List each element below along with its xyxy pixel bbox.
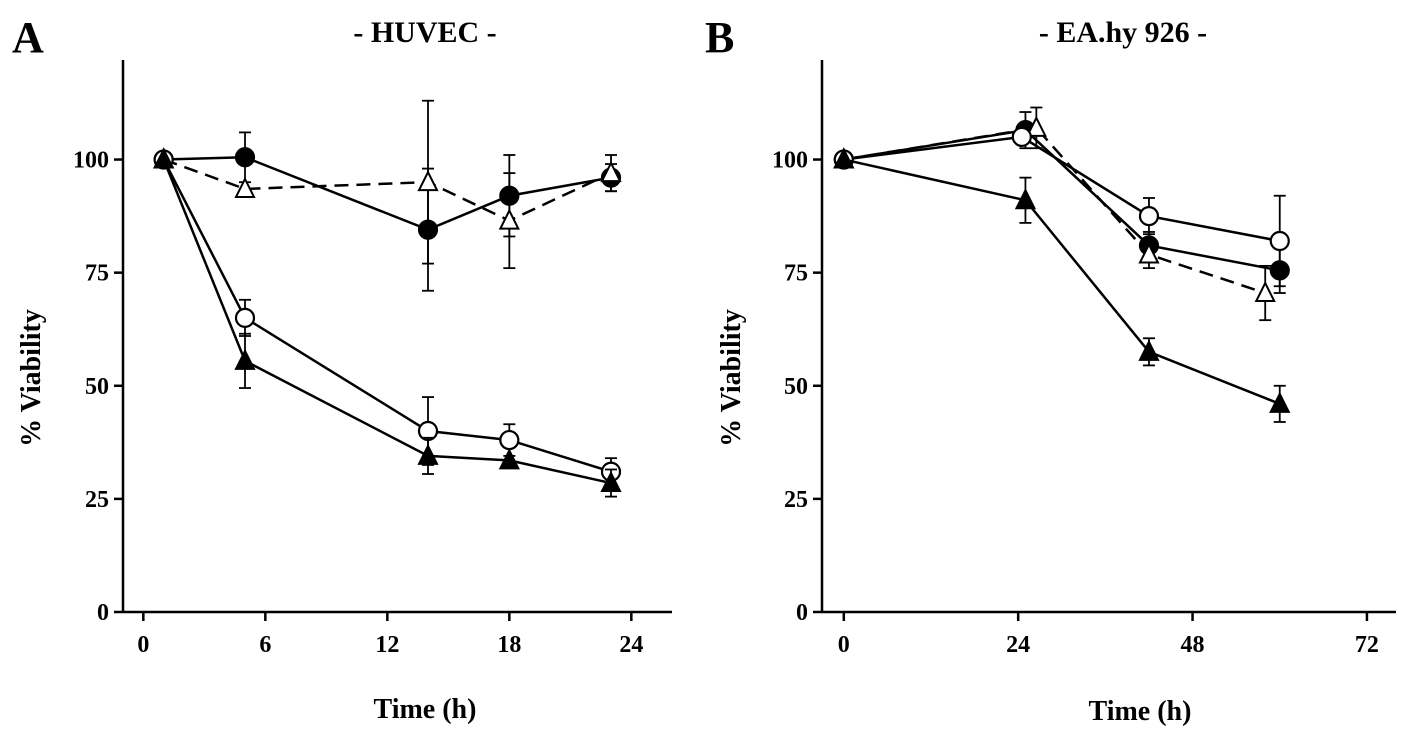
panel-b-series-open-triangle-point xyxy=(1025,115,1047,137)
panel-b: B - EA.hy 926 - Time (h) % Viability 0 24… xyxy=(705,13,1396,727)
panel-a-series-filled-triangle-point xyxy=(417,443,439,465)
panel-b-series-filled-triangle-point xyxy=(1014,188,1037,210)
panel-a-series-open-triangle-point xyxy=(600,160,622,183)
panel-b-series-filled-triangle-point xyxy=(1138,339,1160,361)
panel-b-x-tick-label: 0 xyxy=(838,632,850,658)
panel-a: A - HUVEC - Time (h) % Viability 0 6 12 18 2… xyxy=(12,13,672,725)
panel-a-y-tick-label: 75 xyxy=(85,261,109,287)
panel-a-ylabel: % Viability xyxy=(16,309,47,447)
panel-b-series-open-circle-line xyxy=(843,135,1280,243)
panel-b-y-tick-label: 25 xyxy=(784,487,808,513)
panel-b-plot: 0 24 48 72 0 25 50 75 100 xyxy=(772,60,1396,658)
panel-a-y-tick-label: 50 xyxy=(85,374,109,400)
panel-a-series-open-triangle-point xyxy=(498,208,520,230)
panel-b-series-filled-triangle-line xyxy=(843,158,1281,406)
panel-a-series-filled-triangle-point xyxy=(600,470,622,493)
panel-a-series-filled-circle-line xyxy=(163,156,612,232)
panel-b-series-open-circle-point xyxy=(1011,126,1032,148)
panel-b-title: - EA.hy 926 - xyxy=(1039,16,1207,49)
panel-b-x-tick-label: 72 xyxy=(1355,632,1379,658)
panel-b-series-open-circle-point xyxy=(1269,230,1290,252)
panel-b-xlabel: Time (h) xyxy=(1089,696,1192,727)
panel-b-series-filled-triangle-point xyxy=(833,147,855,169)
panel-a-letter: A xyxy=(12,13,44,62)
panel-a-series-open-circle-point xyxy=(499,429,520,451)
panel-a-series-filled-circle-point xyxy=(234,147,256,168)
panel-b-y-tick-label: 75 xyxy=(784,261,808,287)
panel-b-x-tick-label: 24 xyxy=(1006,632,1030,658)
panel-a-title: - HUVEC - xyxy=(353,16,496,49)
panel-a-series-filled-triangle-point xyxy=(498,448,520,470)
panel-a-x-tick-label: 6 xyxy=(259,632,271,658)
panel-a-x-tick-label: 0 xyxy=(137,632,149,658)
panel-a-plot: 0 6 12 18 24 0 25 50 75 100 xyxy=(73,60,672,658)
panel-b-series-open-triangle-point xyxy=(1254,280,1276,303)
panel-b-series-open-circle-point xyxy=(1138,205,1160,227)
panel-a-series-filled-triangle-line xyxy=(162,159,612,485)
panel-b-ylabel: % Viability xyxy=(716,309,747,447)
panel-a-series-open-triangle-point xyxy=(417,169,439,192)
panel-a-y-tick-label: 25 xyxy=(85,487,109,513)
panel-a-y-tick-label: 100 xyxy=(73,148,109,174)
panel-a-series-filled-triangle-point xyxy=(234,348,256,370)
panel-a-series-filled-triangle-point xyxy=(153,147,175,169)
panel-a-series-open-circle-line xyxy=(162,158,612,473)
panel-b-series-open-triangle-point xyxy=(1138,242,1160,264)
panel-a-series-open-triangle-point xyxy=(234,176,256,198)
panel-b-letter: B xyxy=(705,13,734,62)
panel-b-x-tick-label: 48 xyxy=(1181,632,1205,658)
panel-b-series-open-triangle-line xyxy=(843,126,1266,295)
panel-a-xlabel: Time (h) xyxy=(374,694,477,725)
panel-a-x-tick-label: 12 xyxy=(375,632,399,658)
panel-b-y-tick-label: 100 xyxy=(772,148,808,174)
panel-b-y-tick-label: 0 xyxy=(796,600,808,626)
panel-a-series-open-circle-point xyxy=(234,307,256,329)
panel-b-series-filled-triangle-point xyxy=(1269,391,1291,413)
panel-a-x-tick-label: 18 xyxy=(497,632,521,658)
panel-a-y-tick-label: 0 xyxy=(97,600,109,626)
panel-b-y-tick-label: 50 xyxy=(784,374,808,400)
panel-a-x-tick-label: 24 xyxy=(619,632,643,658)
